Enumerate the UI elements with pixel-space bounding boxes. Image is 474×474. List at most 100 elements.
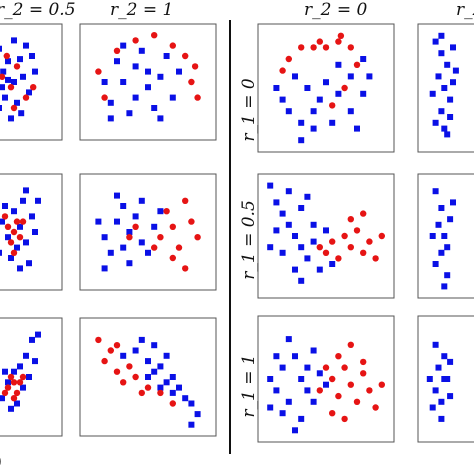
- blue-square-point: [447, 114, 454, 120]
- blue-square-point: [438, 205, 445, 211]
- red-circle-point: [329, 375, 336, 383]
- blue-square-point: [285, 188, 292, 195]
- blue-square-point: [194, 411, 201, 418]
- blue-square-point: [323, 381, 329, 388]
- blue-square-point: [432, 119, 439, 126]
- blue-square-point: [310, 398, 317, 405]
- red-circle-point: [335, 255, 342, 262]
- blue-square-point: [176, 384, 182, 391]
- blue-square-point: [285, 108, 292, 115]
- blue-square-point: [329, 261, 336, 267]
- red-circle-point: [366, 238, 373, 245]
- blue-square-point: [132, 94, 139, 101]
- row-label-2: r_1 = 0.5: [239, 200, 259, 280]
- blue-square-point: [273, 199, 280, 206]
- row-label-1: r_1 = 0: [239, 78, 259, 142]
- blue-square-point: [0, 68, 7, 75]
- blue-square-point: [432, 387, 439, 394]
- red-circle-point: [360, 210, 367, 217]
- red-circle-point: [1, 389, 9, 397]
- blue-square-point: [17, 223, 23, 230]
- blue-square-point: [11, 37, 17, 44]
- blue-square-point: [126, 229, 133, 235]
- blue-square-point: [101, 79, 108, 85]
- blue-square-point: [169, 389, 176, 396]
- blue-square-point: [120, 352, 127, 359]
- red-circle-point: [10, 379, 18, 386]
- blue-square-point: [151, 342, 158, 349]
- blue-square-point: [126, 110, 133, 117]
- red-circle-point: [10, 395, 18, 402]
- panel-frame: [0, 173, 63, 291]
- blue-square-point: [95, 218, 102, 225]
- red-circle-point: [132, 37, 139, 44]
- blue-square-point: [107, 99, 114, 106]
- blue-square-point: [23, 352, 29, 359]
- blue-square-point: [267, 404, 274, 411]
- blue-square-point: [441, 376, 448, 382]
- blue-square-point: [450, 44, 456, 51]
- red-circle-point: [360, 249, 367, 256]
- blue-square-point: [20, 197, 26, 204]
- blue-square-point: [447, 358, 454, 365]
- blue-square-point: [304, 364, 311, 371]
- blue-square-point: [157, 384, 164, 391]
- blue-square-point: [32, 229, 38, 235]
- red-circle-point: [322, 44, 330, 51]
- blue-square-point: [323, 79, 329, 86]
- blue-square-point: [323, 227, 329, 234]
- blue-square-point: [273, 227, 280, 234]
- red-circle-point: [347, 44, 354, 51]
- red-circle-point: [175, 244, 183, 251]
- blue-square-point: [120, 244, 127, 251]
- blue-square-point: [32, 68, 38, 75]
- blue-square-point: [435, 221, 442, 228]
- blue-square-point: [279, 410, 286, 417]
- red-circle-point: [1, 213, 9, 220]
- blue-square-point: [292, 266, 298, 273]
- red-circle-point: [7, 84, 15, 91]
- red-circle-point: [341, 232, 348, 240]
- blue-square-point: [450, 79, 456, 86]
- col-title-left-2: r_2 = 1: [110, 0, 174, 20]
- blue-square-point: [114, 192, 120, 199]
- blue-square-point: [429, 90, 436, 97]
- blue-square-point: [285, 221, 292, 228]
- blue-square-point: [35, 197, 41, 204]
- blue-square-point: [145, 68, 151, 75]
- blue-square-point: [316, 370, 323, 377]
- blue-square-point: [132, 347, 139, 354]
- blue-square-point: [298, 376, 305, 382]
- red-circle-point: [13, 389, 21, 397]
- blue-square-point: [292, 73, 298, 80]
- panel-frame: [257, 173, 395, 299]
- red-circle-point: [329, 102, 336, 109]
- red-circle-point: [120, 379, 127, 386]
- blue-square-point: [438, 50, 445, 57]
- red-circle-point: [285, 55, 292, 63]
- blue-square-point: [138, 336, 145, 343]
- blue-square-point: [114, 58, 120, 65]
- section-divider: [229, 20, 231, 454]
- red-circle-point: [144, 384, 152, 391]
- red-circle-point: [169, 400, 176, 407]
- red-circle-point: [132, 223, 139, 230]
- red-circle-point: [353, 61, 361, 68]
- blue-square-point: [107, 115, 114, 122]
- blue-square-point: [279, 96, 286, 103]
- blue-square-point: [273, 387, 280, 394]
- red-circle-point: [322, 249, 330, 256]
- red-circle-point: [335, 353, 342, 360]
- blue-square-point: [101, 234, 108, 241]
- red-circle-point: [182, 52, 189, 60]
- red-circle-point: [0, 73, 6, 80]
- blue-square-point: [267, 182, 274, 189]
- blue-square-point: [366, 73, 373, 80]
- col-title-right-2: r_2: [456, 0, 474, 20]
- blue-square-point: [335, 90, 342, 97]
- blue-square-point: [29, 53, 35, 59]
- blue-square-point: [310, 125, 317, 132]
- blue-square-point: [304, 85, 311, 91]
- blue-square-point: [14, 244, 20, 251]
- red-circle-point: [194, 234, 201, 241]
